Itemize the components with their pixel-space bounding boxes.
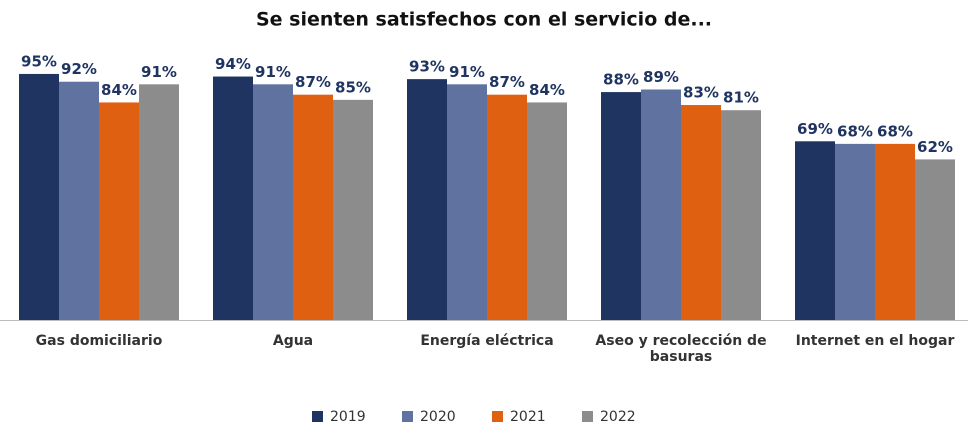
value-label: 84% xyxy=(529,81,565,99)
x-tick-label: Gas domiciliario xyxy=(35,333,163,349)
value-label: 91% xyxy=(449,63,485,81)
bar xyxy=(641,89,681,321)
value-label: 88% xyxy=(603,71,639,89)
chart-title: Se sienten satisfechos con el servicio d… xyxy=(256,9,712,31)
bar xyxy=(835,143,875,320)
bar xyxy=(293,94,333,320)
value-label: 84% xyxy=(101,81,137,99)
bar xyxy=(915,159,955,320)
legend-swatch xyxy=(492,411,503,422)
bar xyxy=(601,92,641,320)
x-tick-label: Internet en el hogar xyxy=(795,333,955,349)
bar xyxy=(253,84,293,320)
value-label: 87% xyxy=(295,73,331,91)
value-label: 89% xyxy=(643,68,679,86)
bar xyxy=(407,79,447,320)
bar xyxy=(447,84,487,320)
legend-label: 2022 xyxy=(600,409,636,425)
value-label: 92% xyxy=(61,60,97,78)
legend-label: 2019 xyxy=(330,409,366,425)
value-label: 94% xyxy=(215,55,251,73)
value-label: 87% xyxy=(489,73,525,91)
legend-swatch xyxy=(402,411,413,422)
bar xyxy=(99,102,139,320)
x-tick-label: Aseo y recolección de basuras xyxy=(595,333,767,365)
bar xyxy=(213,76,253,320)
value-label: 83% xyxy=(683,84,719,102)
bar xyxy=(527,102,567,320)
value-label: 68% xyxy=(877,122,913,140)
x-tick-label: Energía eléctrica xyxy=(420,333,554,349)
bar xyxy=(681,105,721,320)
bar xyxy=(59,81,99,320)
bar xyxy=(487,94,527,320)
bar xyxy=(875,143,915,320)
value-label: 62% xyxy=(917,138,953,156)
x-tick-label: Agua xyxy=(272,333,314,349)
value-label: 69% xyxy=(797,120,833,138)
bar xyxy=(333,99,373,320)
value-label: 68% xyxy=(837,122,873,140)
bar xyxy=(721,110,761,321)
value-label: 91% xyxy=(255,63,291,81)
value-label: 91% xyxy=(141,63,177,81)
value-label: 85% xyxy=(335,78,371,96)
value-label: 81% xyxy=(723,89,759,107)
value-label: 95% xyxy=(21,52,57,70)
bar xyxy=(795,141,835,320)
legend-label: 2021 xyxy=(510,409,546,425)
value-label: 93% xyxy=(409,58,445,76)
legend-swatch xyxy=(312,411,323,422)
legend-swatch xyxy=(582,411,593,422)
legend-label: 2020 xyxy=(420,409,456,425)
bar xyxy=(19,73,59,320)
bar xyxy=(139,84,179,320)
